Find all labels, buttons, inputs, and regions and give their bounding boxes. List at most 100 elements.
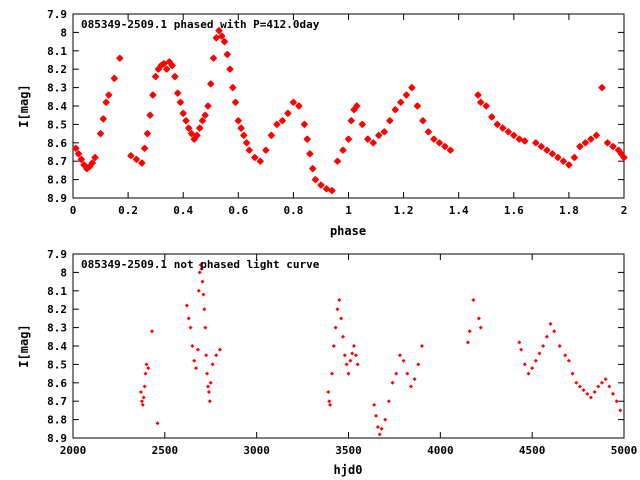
data-point bbox=[541, 344, 546, 348]
data-point bbox=[609, 142, 617, 151]
data-point bbox=[379, 426, 384, 431]
data-point bbox=[355, 362, 360, 367]
data-point bbox=[465, 340, 470, 345]
data-point bbox=[308, 164, 317, 173]
data-point bbox=[353, 102, 361, 110]
phased-x-axis-label: phase bbox=[330, 224, 366, 238]
y-tick-label: 8.5 bbox=[47, 358, 67, 371]
x-tick-label: 2000 bbox=[60, 444, 87, 457]
data-point bbox=[116, 54, 124, 62]
data-point bbox=[201, 111, 209, 119]
data-point bbox=[306, 150, 314, 158]
data-point bbox=[335, 307, 340, 312]
data-point bbox=[162, 65, 171, 73]
data-point bbox=[200, 279, 205, 284]
data-point bbox=[344, 362, 349, 367]
data-point bbox=[408, 83, 416, 92]
data-point bbox=[212, 34, 221, 42]
data-point bbox=[559, 157, 568, 165]
data-point bbox=[198, 116, 207, 125]
data-point bbox=[218, 32, 226, 40]
data-point bbox=[620, 153, 628, 162]
data-point bbox=[262, 146, 270, 154]
data-point bbox=[186, 316, 191, 321]
data-point bbox=[278, 116, 287, 125]
y-tick-label: 8.1 bbox=[47, 285, 67, 298]
data-point bbox=[146, 111, 154, 119]
data-point bbox=[300, 120, 309, 129]
data-point bbox=[504, 128, 513, 136]
data-point bbox=[237, 124, 245, 132]
data-point bbox=[91, 153, 99, 162]
data-point bbox=[132, 155, 141, 164]
y-tick-label: 8 bbox=[60, 26, 67, 39]
data-point bbox=[242, 139, 251, 147]
data-point bbox=[229, 83, 237, 92]
data-point bbox=[488, 113, 496, 121]
data-point bbox=[295, 102, 303, 110]
data-point bbox=[199, 266, 204, 271]
x-tick-label: 2 bbox=[621, 204, 628, 217]
data-point bbox=[198, 263, 203, 268]
data-point bbox=[383, 417, 388, 422]
data-point bbox=[557, 344, 562, 348]
data-point bbox=[350, 351, 355, 356]
x-tick-label: 5000 bbox=[611, 444, 638, 457]
data-point bbox=[408, 384, 413, 389]
data-point bbox=[234, 116, 243, 125]
data-point bbox=[205, 384, 210, 389]
data-point bbox=[303, 135, 311, 143]
y-tick-label: 8.9 bbox=[47, 432, 67, 445]
data-point bbox=[201, 292, 206, 297]
data-point bbox=[548, 321, 553, 326]
data-point bbox=[188, 325, 193, 330]
data-point bbox=[226, 65, 234, 73]
data-point bbox=[207, 80, 215, 88]
data-point bbox=[328, 402, 333, 407]
data-point bbox=[607, 384, 612, 389]
data-point bbox=[339, 146, 347, 154]
data-point bbox=[96, 129, 105, 138]
data-point bbox=[596, 384, 601, 389]
y-tick-label: 8.8 bbox=[47, 414, 67, 427]
data-point bbox=[184, 124, 193, 132]
data-point bbox=[574, 380, 579, 385]
x-tick-label: 4000 bbox=[427, 444, 454, 457]
phased-plot-frame bbox=[72, 13, 625, 199]
data-point bbox=[195, 124, 204, 132]
y-tick-label: 8.3 bbox=[47, 322, 67, 335]
data-point bbox=[207, 399, 212, 404]
data-point bbox=[127, 151, 135, 160]
x-tick-label: 1.8 bbox=[559, 204, 579, 217]
data-point bbox=[435, 139, 444, 147]
data-point bbox=[554, 153, 562, 162]
data-point bbox=[340, 334, 345, 339]
data-point bbox=[563, 353, 568, 358]
data-point bbox=[197, 270, 202, 275]
data-point bbox=[204, 353, 209, 358]
x-tick-label: 1.6 bbox=[504, 204, 524, 217]
data-point bbox=[374, 413, 379, 418]
data-point bbox=[380, 128, 389, 136]
data-point bbox=[171, 72, 179, 81]
data-point bbox=[375, 131, 383, 140]
x-tick-label: 0.4 bbox=[173, 204, 193, 217]
data-point bbox=[565, 161, 573, 169]
data-point bbox=[603, 377, 608, 382]
data-point bbox=[358, 120, 367, 129]
phased-plot: 0 0.2 0.4 0.6 0.8 1 1.2 1.4 1.6 1.8 2 7.9 8 8.1 8.2 8.… bbox=[17, 8, 628, 238]
y-tick-label: 7.9 bbox=[47, 8, 67, 21]
data-point bbox=[493, 120, 502, 129]
x-tick-label: 0 bbox=[70, 204, 77, 217]
data-point bbox=[138, 159, 146, 167]
data-point bbox=[182, 116, 190, 125]
x-tick-label: 1 bbox=[345, 204, 352, 217]
data-point bbox=[327, 399, 332, 404]
y-tick-label: 8.9 bbox=[47, 192, 67, 205]
data-point bbox=[214, 353, 219, 358]
phased-x-ticks: 0 0.2 0.4 0.6 0.8 1 1.2 1.4 1.6 1.8 2 bbox=[70, 14, 628, 217]
data-point bbox=[146, 366, 151, 371]
data-point bbox=[337, 298, 342, 302]
y-tick-label: 8.7 bbox=[47, 155, 67, 168]
data-point bbox=[397, 353, 402, 358]
